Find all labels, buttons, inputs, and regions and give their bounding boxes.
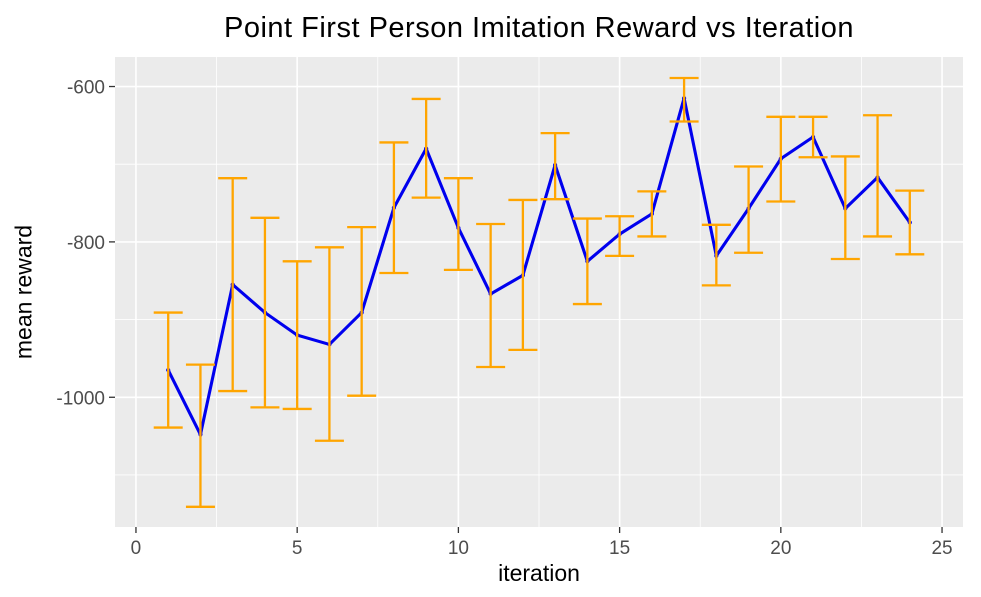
reward-line [166,97,912,440]
x-axis-label: iteration [498,560,580,586]
tick-label-x: 5 [292,538,303,559]
tick-label-x: 20 [770,538,791,559]
tick-label-y: -600 [67,78,105,99]
tick-label-x: 15 [609,538,630,559]
tick-label-x: 0 [131,538,142,559]
tick-label-x: 25 [931,538,952,559]
tick-label-y: -800 [67,233,105,254]
tick-label-x: 10 [448,538,469,559]
chart-title: Point First Person Imitation Reward vs I… [223,12,854,44]
y-axis-label: mean reward [10,224,37,360]
tick-label-y: -1000 [56,388,105,409]
